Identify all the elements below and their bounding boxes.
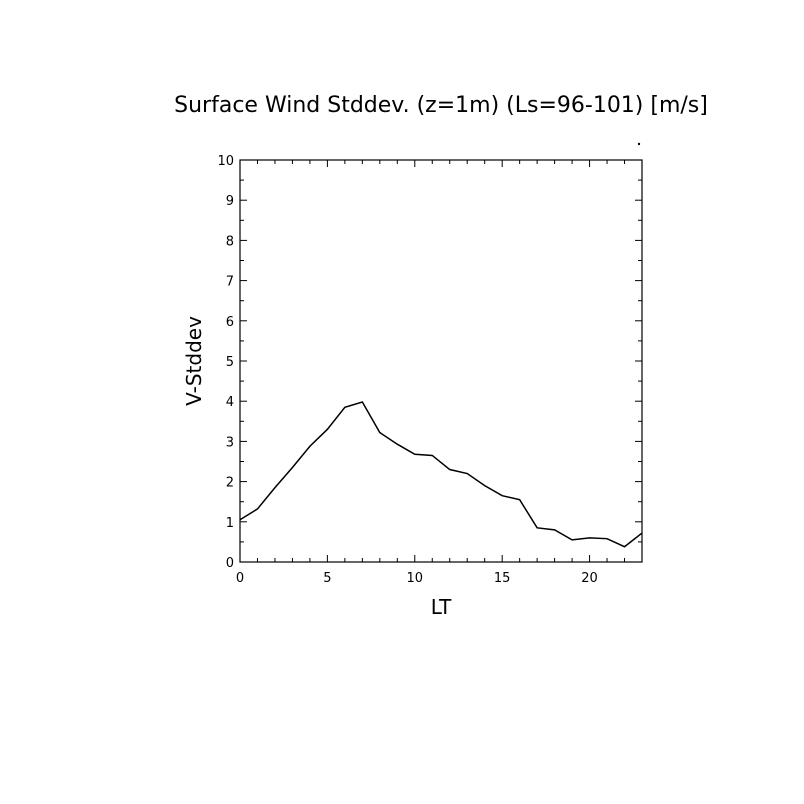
y-tick-label: 1 [226, 516, 234, 531]
x-tick-label: 5 [323, 571, 331, 586]
y-tick-label: 7 [226, 275, 234, 290]
x-tick-label: 10 [407, 571, 424, 586]
tick-labels: 0 1 2 3 4 5 6 7 8 9 10 0 5 10 15 20 [217, 154, 597, 586]
x-tick-label: 0 [236, 571, 244, 586]
x-tick-label: 20 [581, 571, 598, 586]
y-tick-label: 10 [217, 154, 234, 169]
y-tick-label: 2 [226, 476, 234, 491]
y-tick-label: 6 [226, 315, 234, 330]
plot-frame [239, 159, 643, 563]
y-axis-label: V-Stddev [182, 316, 206, 406]
y-tick-label: 8 [226, 234, 234, 249]
y-tick-label: 4 [226, 395, 234, 410]
y-tick-label: 0 [226, 556, 234, 571]
corner-dot [637, 142, 641, 146]
chart-title: Surface Wind Stddev. (z=1m) (Ls=96-101) … [174, 93, 708, 118]
x-axis-label: LT [431, 595, 452, 619]
y-tick-label: 9 [226, 194, 234, 209]
x-tick-label: 15 [494, 571, 511, 586]
axis-ticks [239, 159, 643, 563]
y-tick-label: 5 [226, 355, 234, 370]
y-tick-label: 3 [226, 435, 234, 450]
series-line [239, 401, 643, 548]
